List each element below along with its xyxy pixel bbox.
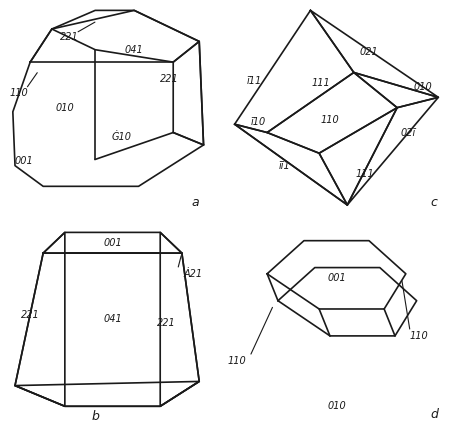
- Text: 001: 001: [327, 273, 346, 283]
- Text: d: d: [430, 408, 438, 421]
- Text: Ȧ21: Ȧ21: [183, 269, 202, 279]
- Text: a: a: [191, 196, 199, 209]
- Text: ī10: ī10: [251, 117, 266, 127]
- Text: 041: 041: [125, 45, 144, 55]
- Text: 221: 221: [157, 318, 176, 329]
- Text: Ġ10: Ġ10: [111, 132, 131, 142]
- Text: 010: 010: [56, 103, 74, 113]
- Text: 010: 010: [327, 401, 346, 411]
- Text: 221: 221: [21, 310, 40, 320]
- Text: 021: 021: [360, 47, 379, 57]
- Text: 010: 010: [414, 82, 432, 92]
- Text: 110: 110: [321, 115, 339, 125]
- Text: 041: 041: [103, 314, 122, 324]
- Text: ī11: ī11: [247, 76, 262, 86]
- Text: b: b: [91, 410, 99, 423]
- Text: 221: 221: [60, 32, 79, 42]
- Text: 001: 001: [14, 157, 33, 166]
- Text: īī1: īī1: [278, 160, 291, 171]
- Text: 001: 001: [103, 238, 122, 248]
- Text: 111: 111: [312, 78, 330, 88]
- Text: 02ī: 02ī: [401, 127, 416, 138]
- Text: 110: 110: [227, 356, 246, 366]
- Text: 111: 111: [355, 169, 374, 179]
- Text: c: c: [431, 196, 437, 209]
- Text: 110: 110: [10, 88, 29, 98]
- Text: 110: 110: [409, 331, 428, 341]
- Text: 221: 221: [159, 74, 178, 84]
